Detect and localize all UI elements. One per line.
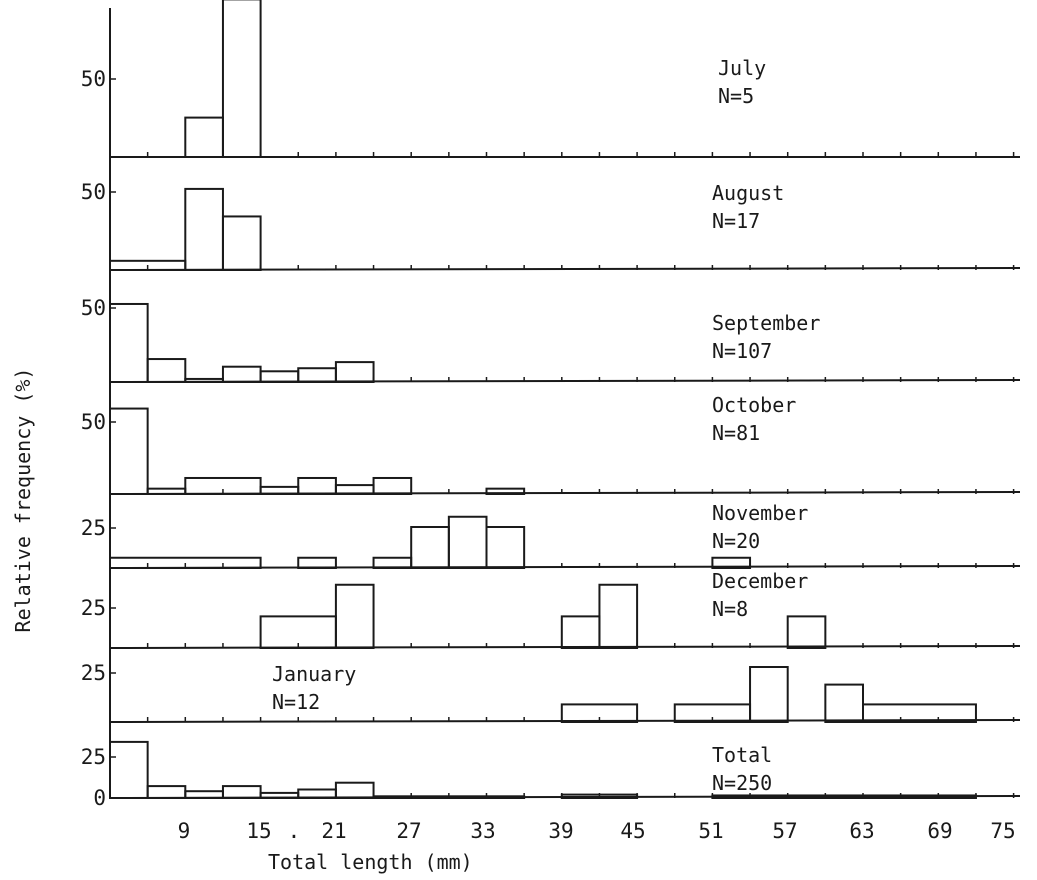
histogram-bar [221, 365, 262, 384]
panel-month-label: September [712, 311, 820, 335]
panel-october: 50 October N=81 [81, 382, 1021, 496]
panel-august: 50 August N=17 [81, 157, 1021, 272]
y-axis-title: Relative frequency (%) [11, 368, 35, 633]
panel-month-label: December [712, 569, 808, 593]
panel-month-label: July [718, 56, 766, 80]
panel-n-label: N=107 [712, 339, 772, 363]
histogram-bar [146, 785, 187, 799]
x-tick-label: 33 [470, 819, 495, 843]
y-tick-label: 25 [81, 596, 106, 620]
histogram-bar [560, 615, 601, 649]
histogram-bar [334, 361, 375, 383]
x-tick-label: 57 [772, 819, 797, 843]
panel-n-label: N=5 [718, 84, 754, 108]
histogram-bar [184, 377, 224, 384]
panel-november: 25 November N=20 [81, 494, 1021, 569]
histogram-bar [862, 703, 977, 724]
x-tick-label: 9 [178, 819, 191, 843]
histogram-bar [146, 358, 187, 383]
x-tick-label: 51 [698, 819, 723, 843]
histogram-panels: 50 July N=5 50 August N=17 50 September N=107 50 O… [81, 0, 1021, 810]
panel-n-label: N=17 [712, 209, 760, 233]
y-tick-label: 25 [81, 661, 106, 685]
y-tick-label: 50 [81, 296, 106, 320]
panel-january: 25 January N=12 [81, 648, 1021, 724]
y-tick-label: 50 [81, 180, 106, 204]
histogram-bar [297, 476, 337, 496]
histogram-bar [259, 791, 300, 800]
histogram-bar [560, 793, 639, 799]
panel-december: 25 December N=8 [81, 568, 1021, 649]
histogram-bar [221, 0, 262, 159]
x-tick-label: 69 [927, 819, 952, 843]
panel-month-label: August [712, 181, 784, 205]
histogram-bar [786, 615, 827, 649]
x-tick-label: 21 [321, 819, 346, 843]
x-tick-label: . [288, 819, 301, 843]
x-axis-title: Total length (mm) [268, 850, 473, 874]
histogram-bar [109, 407, 149, 495]
x-tick-label: 75 [990, 819, 1015, 843]
x-tick-label: 15 [246, 819, 271, 843]
panel-month-label: October [712, 393, 796, 417]
panel-n-label: N=8 [712, 597, 748, 621]
x-tick-label: 39 [548, 819, 573, 843]
histogram-bar [711, 556, 752, 569]
panel-baseline [109, 267, 1021, 271]
panel-september: 50 September N=107 [81, 270, 1021, 384]
histogram-bar [485, 487, 526, 496]
y-tick-label-zero: 0 [93, 786, 106, 810]
histogram-bar [824, 683, 864, 723]
histogram-bar [485, 526, 526, 569]
x-axis-labels: 9 15. 21 27 33 39 45 51 57 63 69 75 [178, 819, 1016, 843]
panel-baseline [109, 719, 1021, 723]
y-tick-label: 25 [81, 516, 106, 540]
y-tick-label: 50 [81, 67, 106, 91]
panel-n-label: N=20 [712, 529, 760, 553]
histogram-bar [184, 187, 224, 271]
panel-month-label: January [272, 662, 356, 686]
histogram-bar [109, 740, 149, 800]
histogram-bar [711, 794, 977, 800]
x-tick-label: 63 [849, 819, 874, 843]
histogram-bar [109, 556, 262, 569]
histogram-bar [146, 487, 187, 496]
histogram-bar [372, 476, 413, 496]
histogram-bar [259, 370, 300, 384]
y-tick-label: 25 [81, 745, 106, 769]
panel-n-label: N=12 [272, 690, 320, 714]
histogram-bar [221, 215, 262, 271]
histogram-bar [334, 781, 375, 800]
panel-month-label: Total [712, 743, 772, 767]
x-tick-label: 45 [620, 819, 645, 843]
histogram-bar [297, 556, 337, 569]
panel-month-label: November [712, 501, 808, 525]
histogram-bar [297, 367, 337, 384]
panel-n-label: N=250 [712, 771, 772, 795]
histogram-bar [221, 785, 262, 799]
histogram-bar [372, 795, 526, 799]
histogram-bar [184, 116, 224, 158]
panel-n-label: N=81 [712, 421, 760, 445]
histogram-bar [598, 583, 639, 649]
histogram-bar [749, 666, 789, 723]
histogram-bar [560, 703, 639, 724]
panel-july: 50 July N=5 [81, 0, 1020, 159]
x-tick-label: 27 [396, 819, 421, 843]
histogram-bar [410, 526, 450, 569]
histogram-bar [447, 515, 488, 569]
panel-total: 25 0 Total N=250 [81, 722, 1021, 810]
y-tick-label: 50 [81, 410, 106, 434]
histogram-bar [109, 302, 149, 383]
panel-baseline [109, 565, 1021, 569]
histogram-bar [334, 583, 375, 649]
